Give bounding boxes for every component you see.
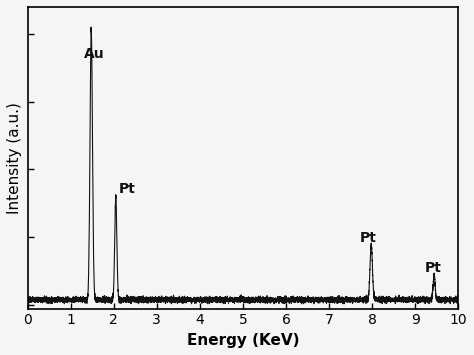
Y-axis label: Intensity (a.u.): Intensity (a.u.) xyxy=(7,102,22,214)
X-axis label: Energy (KeV): Energy (KeV) xyxy=(187,333,299,348)
Text: Au: Au xyxy=(83,47,104,61)
Text: Pt: Pt xyxy=(425,261,441,275)
Text: Pt: Pt xyxy=(360,231,377,245)
Text: Pt: Pt xyxy=(119,182,136,196)
